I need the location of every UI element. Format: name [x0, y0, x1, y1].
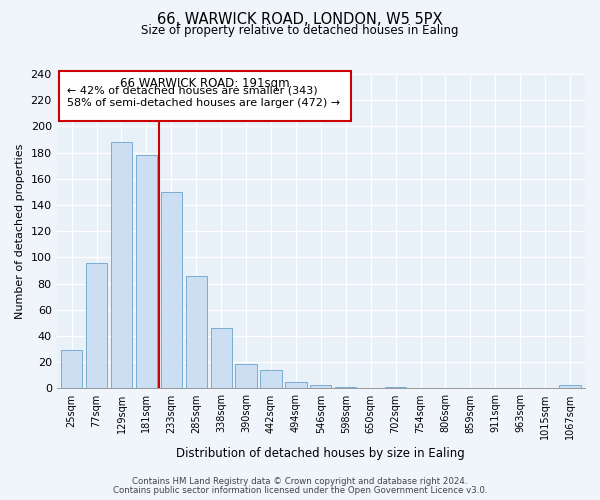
Text: 66 WARWICK ROAD: 191sqm: 66 WARWICK ROAD: 191sqm — [120, 76, 290, 90]
Text: Contains HM Land Registry data © Crown copyright and database right 2024.: Contains HM Land Registry data © Crown c… — [132, 477, 468, 486]
Bar — [185, 276, 207, 388]
Bar — [59, 72, 351, 121]
Bar — [260, 370, 281, 388]
Bar — [559, 384, 581, 388]
Text: Size of property relative to detached houses in Ealing: Size of property relative to detached ho… — [141, 24, 459, 37]
Bar — [86, 262, 107, 388]
Bar — [136, 155, 157, 388]
Bar — [286, 382, 307, 388]
Text: 66, WARWICK ROAD, LONDON, W5 5PX: 66, WARWICK ROAD, LONDON, W5 5PX — [157, 12, 443, 28]
X-axis label: Distribution of detached houses by size in Ealing: Distribution of detached houses by size … — [176, 447, 465, 460]
Bar — [335, 387, 356, 388]
Bar — [61, 350, 82, 389]
Bar — [161, 192, 182, 388]
Bar — [235, 364, 257, 388]
Text: 58% of semi-detached houses are larger (472) →: 58% of semi-detached houses are larger (… — [67, 98, 340, 108]
Bar — [310, 384, 331, 388]
Bar — [211, 328, 232, 388]
Text: Contains public sector information licensed under the Open Government Licence v3: Contains public sector information licen… — [113, 486, 487, 495]
Bar — [111, 142, 132, 388]
Text: ← 42% of detached houses are smaller (343): ← 42% of detached houses are smaller (34… — [67, 86, 317, 96]
Bar — [385, 387, 406, 388]
Y-axis label: Number of detached properties: Number of detached properties — [15, 144, 25, 319]
